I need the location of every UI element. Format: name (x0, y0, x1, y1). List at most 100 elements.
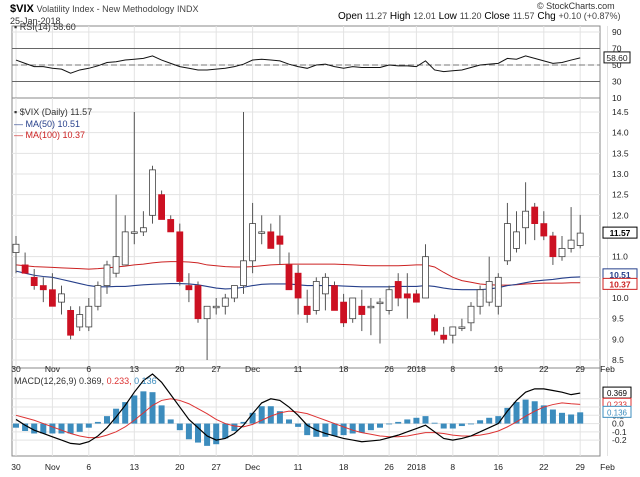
macd-frame (11, 367, 601, 457)
macd-histogram-bar (440, 423, 447, 429)
candle (449, 326, 457, 336)
ma50-legend-icon: — (14, 119, 23, 129)
macd-histogram-bar (549, 409, 556, 424)
macd-histogram-bar (149, 392, 156, 424)
candle (85, 305, 93, 328)
candle (358, 305, 366, 315)
macd-histogram-bar (431, 422, 438, 424)
candle-legend-icon: ▪ (14, 107, 18, 117)
macd-panel (11, 367, 608, 457)
open-value: 11.27 (365, 11, 388, 21)
macd-histogram-bar (122, 402, 129, 424)
macd-histogram-bar (49, 423, 56, 434)
macd-histogram-bar (276, 411, 283, 424)
candle (258, 231, 266, 234)
macd-histogram-bar (58, 423, 65, 434)
hist-value-label-box (602, 405, 632, 418)
macd-histogram-bar (340, 423, 347, 436)
candle (94, 285, 102, 307)
candle (367, 305, 375, 309)
price-tick-label: 10.0 (612, 293, 629, 303)
macd-histogram-bar (568, 414, 575, 424)
candle (276, 235, 284, 245)
macd-histogram-bar (131, 395, 138, 424)
rsi-tick-label: 30 (612, 77, 622, 87)
candle (549, 235, 557, 258)
x-tick-label: 16 (494, 364, 504, 374)
price-tick-label: 9.5 (612, 314, 624, 324)
candle (422, 256, 429, 299)
macd-histogram-bar (240, 421, 247, 424)
price-legend-text: $VIX (Daily) 11.57 (19, 107, 93, 117)
macd-histogram-bar (295, 423, 302, 427)
x-tick-label: Feb (600, 462, 615, 472)
price-frame (11, 97, 601, 373)
macd-histogram-bar (286, 419, 292, 424)
candle (158, 194, 166, 220)
rsi-value-label: 58.60 (606, 53, 628, 63)
candle (540, 223, 548, 237)
x-tick-label: 16 (494, 462, 504, 472)
macd-histogram-bar (185, 423, 192, 440)
x-tick-label: Dec (245, 364, 261, 374)
macd-histogram-bar (258, 406, 265, 424)
macd-histogram-bar (140, 391, 147, 424)
macd-histogram-bar (94, 421, 101, 424)
price-tick-label: 12.5 (612, 190, 629, 200)
macd-histogram-bar (395, 421, 402, 424)
candle (513, 231, 520, 249)
x-tick-label: 2018 (407, 462, 426, 472)
candle (440, 334, 448, 340)
price-tick-label: 13.5 (612, 148, 629, 158)
candle (294, 272, 302, 299)
candle (403, 293, 411, 299)
x-tick-label: 27 (211, 462, 221, 472)
open-label: Open (338, 11, 363, 22)
candle (321, 276, 329, 295)
candle (221, 297, 229, 307)
candle (21, 264, 29, 274)
high-value: 12.01 (413, 11, 436, 21)
ma100-legend-icon: — (14, 130, 23, 140)
x-tick-label: 29 (575, 462, 585, 472)
chart-title: $VIX Volatility Index - New Methodology … (10, 3, 199, 15)
macd-histogram-bar (76, 423, 83, 432)
candle (176, 231, 184, 282)
macd-histogram-bar (67, 423, 74, 434)
macd-legend: MACD(12,26,9) 0.369, 0.233, 0.136 (14, 376, 157, 386)
macd-histogram-bar (104, 416, 110, 424)
symbol: $VIX (10, 3, 34, 15)
candle (167, 219, 175, 233)
candle (431, 318, 439, 332)
candle (249, 223, 257, 262)
macd-histogram-bar (222, 423, 229, 439)
macd-legend-hist: 0.136 (134, 376, 157, 386)
price-tick-label: 14.0 (612, 128, 629, 138)
chart-date: 25-Jan-2018 (10, 16, 61, 26)
candle (467, 305, 475, 324)
candle (76, 314, 84, 328)
candle (58, 293, 65, 303)
rsi-tick-label: 70 (612, 44, 622, 54)
macd-histogram-bar (204, 423, 211, 446)
candle (558, 247, 566, 258)
x-tick-label: 11 (294, 364, 303, 374)
macd-histogram-bar (449, 423, 456, 429)
price-tick-label: 12.0 (612, 210, 629, 220)
macd-histogram-bar (158, 405, 165, 424)
x-tick-label: 29 (575, 364, 585, 374)
macd-histogram-bar (504, 407, 511, 424)
x-tick-label: 26 (384, 364, 394, 374)
rsi-tick-label: 50 (612, 60, 622, 70)
candle (349, 297, 357, 320)
macd-histogram-bar (304, 423, 311, 436)
candle (194, 285, 202, 320)
candle (458, 326, 466, 329)
rsi-value-box (603, 51, 631, 64)
ma50-value-label: 10.51 (609, 270, 631, 280)
macd-tick-label: -0.1 (612, 427, 627, 437)
candle (331, 285, 338, 311)
macd-signal-line (15, 398, 581, 439)
rsi-tick-label: 10 (612, 93, 622, 103)
x-tick-label: 6 (86, 364, 91, 374)
